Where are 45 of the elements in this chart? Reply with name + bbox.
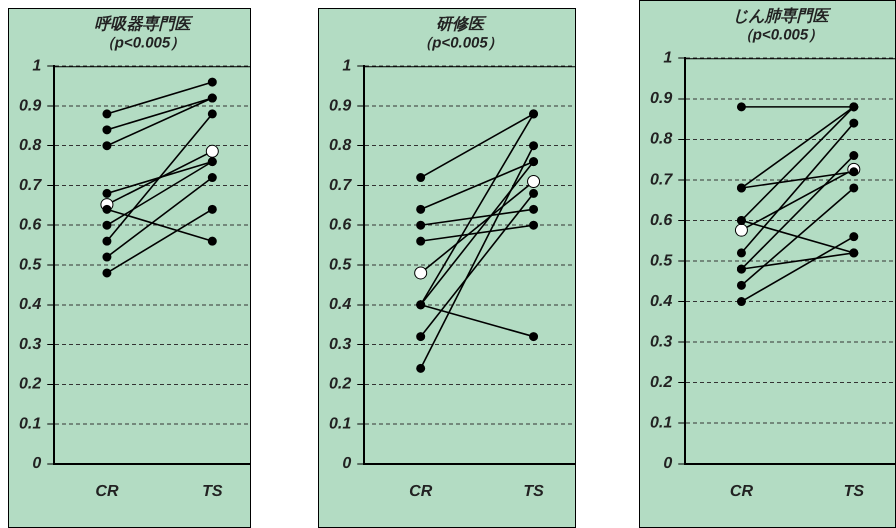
- y-tick-label: 0.7: [650, 171, 674, 188]
- y-tick-label: 0.2: [18, 376, 42, 393]
- y-tick-label: 0.3: [650, 334, 672, 351]
- y-tick-label: 0.5: [328, 256, 352, 274]
- y-tick-label: 0.2: [650, 374, 672, 392]
- x-tick-label: CR: [409, 482, 433, 500]
- x-tick-label: CR: [730, 482, 754, 500]
- y-tick-label: 0: [342, 455, 352, 472]
- y-tick-label: 0.9: [328, 97, 352, 114]
- y-tick-label: 0.5: [18, 256, 42, 274]
- y-tick-label: 0.5: [650, 252, 674, 270]
- chart-subtitle: （p<0.005）: [738, 26, 824, 44]
- y-tick-label: 0.8: [328, 137, 352, 154]
- chart-title: 研修医: [436, 15, 487, 34]
- y-tick-label: 0.1: [328, 415, 352, 432]
- x-tick-label: CR: [95, 482, 119, 500]
- y-tick-label: 1: [342, 58, 352, 75]
- y-tick-label: 0.1: [650, 414, 672, 432]
- chart-subtitle: （p<0.005）: [100, 34, 186, 52]
- y-tick-label: 0.3: [18, 336, 42, 353]
- chart-title: 呼吸器専門医: [94, 15, 194, 34]
- y-tick-label: 0.6: [328, 216, 352, 234]
- y-tick-label: 1: [32, 58, 42, 75]
- x-tick-label: TS: [844, 482, 864, 500]
- y-tick-label: 0.3: [328, 336, 352, 353]
- y-tick-label: 0.7: [328, 176, 352, 194]
- y-tick-label: 0: [32, 455, 42, 472]
- x-tick-label: TS: [523, 482, 544, 500]
- y-tick-label: 0.9: [18, 97, 42, 114]
- y-tick-label: 0.4: [328, 296, 352, 314]
- y-tick-label: 0.7: [18, 176, 42, 194]
- y-tick-label: 0.6: [650, 212, 672, 229]
- y-tick-label: 0.8: [18, 137, 42, 154]
- x-tick-label: TS: [202, 482, 223, 500]
- y-tick-label: 0.4: [18, 296, 42, 314]
- y-tick-label: 0.6: [18, 216, 42, 234]
- y-tick-label: 1: [663, 50, 672, 67]
- chart-title: じん肺専門医: [732, 7, 832, 26]
- y-tick-label: 0: [663, 455, 672, 472]
- y-tick-label: 0.9: [650, 90, 672, 108]
- y-tick-label: 0.1: [18, 415, 42, 432]
- y-tick-label: 0.8: [650, 130, 672, 148]
- y-tick-label: 0.4: [650, 292, 672, 310]
- chart-subtitle: （p<0.005）: [417, 34, 503, 52]
- y-tick-label: 0.2: [328, 376, 352, 393]
